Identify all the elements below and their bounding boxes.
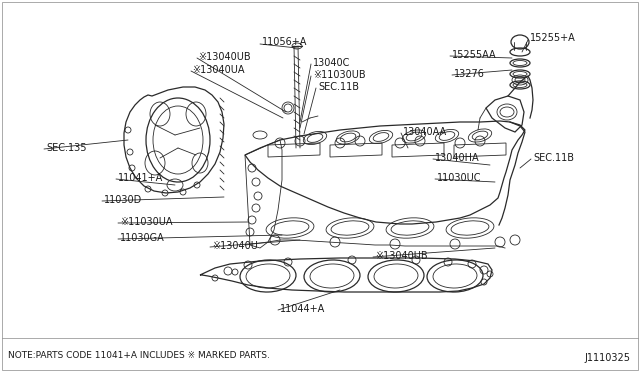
Text: 13040AA: 13040AA xyxy=(403,127,447,137)
Text: SEC.11B: SEC.11B xyxy=(533,153,574,163)
Text: 15255+A: 15255+A xyxy=(530,33,576,43)
Text: NOTE:PARTS CODE 11041+A INCLUDES ※ MARKED PARTS.: NOTE:PARTS CODE 11041+A INCLUDES ※ MARKE… xyxy=(8,350,270,359)
Text: ※13040UB: ※13040UB xyxy=(198,52,251,62)
Text: 13276: 13276 xyxy=(454,69,485,79)
Text: 11044+A: 11044+A xyxy=(280,304,325,314)
Text: 11041+A: 11041+A xyxy=(118,173,163,183)
Text: 11056+A: 11056+A xyxy=(262,37,307,47)
Text: J1110325: J1110325 xyxy=(584,353,630,363)
Text: ※13040U: ※13040U xyxy=(212,241,258,251)
Text: 11030D: 11030D xyxy=(104,195,142,205)
Text: 13040C: 13040C xyxy=(313,58,350,68)
Text: SEC.135: SEC.135 xyxy=(46,143,86,153)
Text: 11030UC: 11030UC xyxy=(437,173,481,183)
Text: SEC.11B: SEC.11B xyxy=(318,82,359,92)
Text: 11030GA: 11030GA xyxy=(120,233,164,243)
Text: ※11030UB: ※11030UB xyxy=(313,70,365,80)
Text: ※13040UA: ※13040UA xyxy=(192,65,244,75)
Text: ※13040UB: ※13040UB xyxy=(375,251,428,261)
Text: 13040HA: 13040HA xyxy=(435,153,479,163)
Text: 15255AA: 15255AA xyxy=(452,50,497,60)
Text: ※11030UA: ※11030UA xyxy=(120,217,173,227)
